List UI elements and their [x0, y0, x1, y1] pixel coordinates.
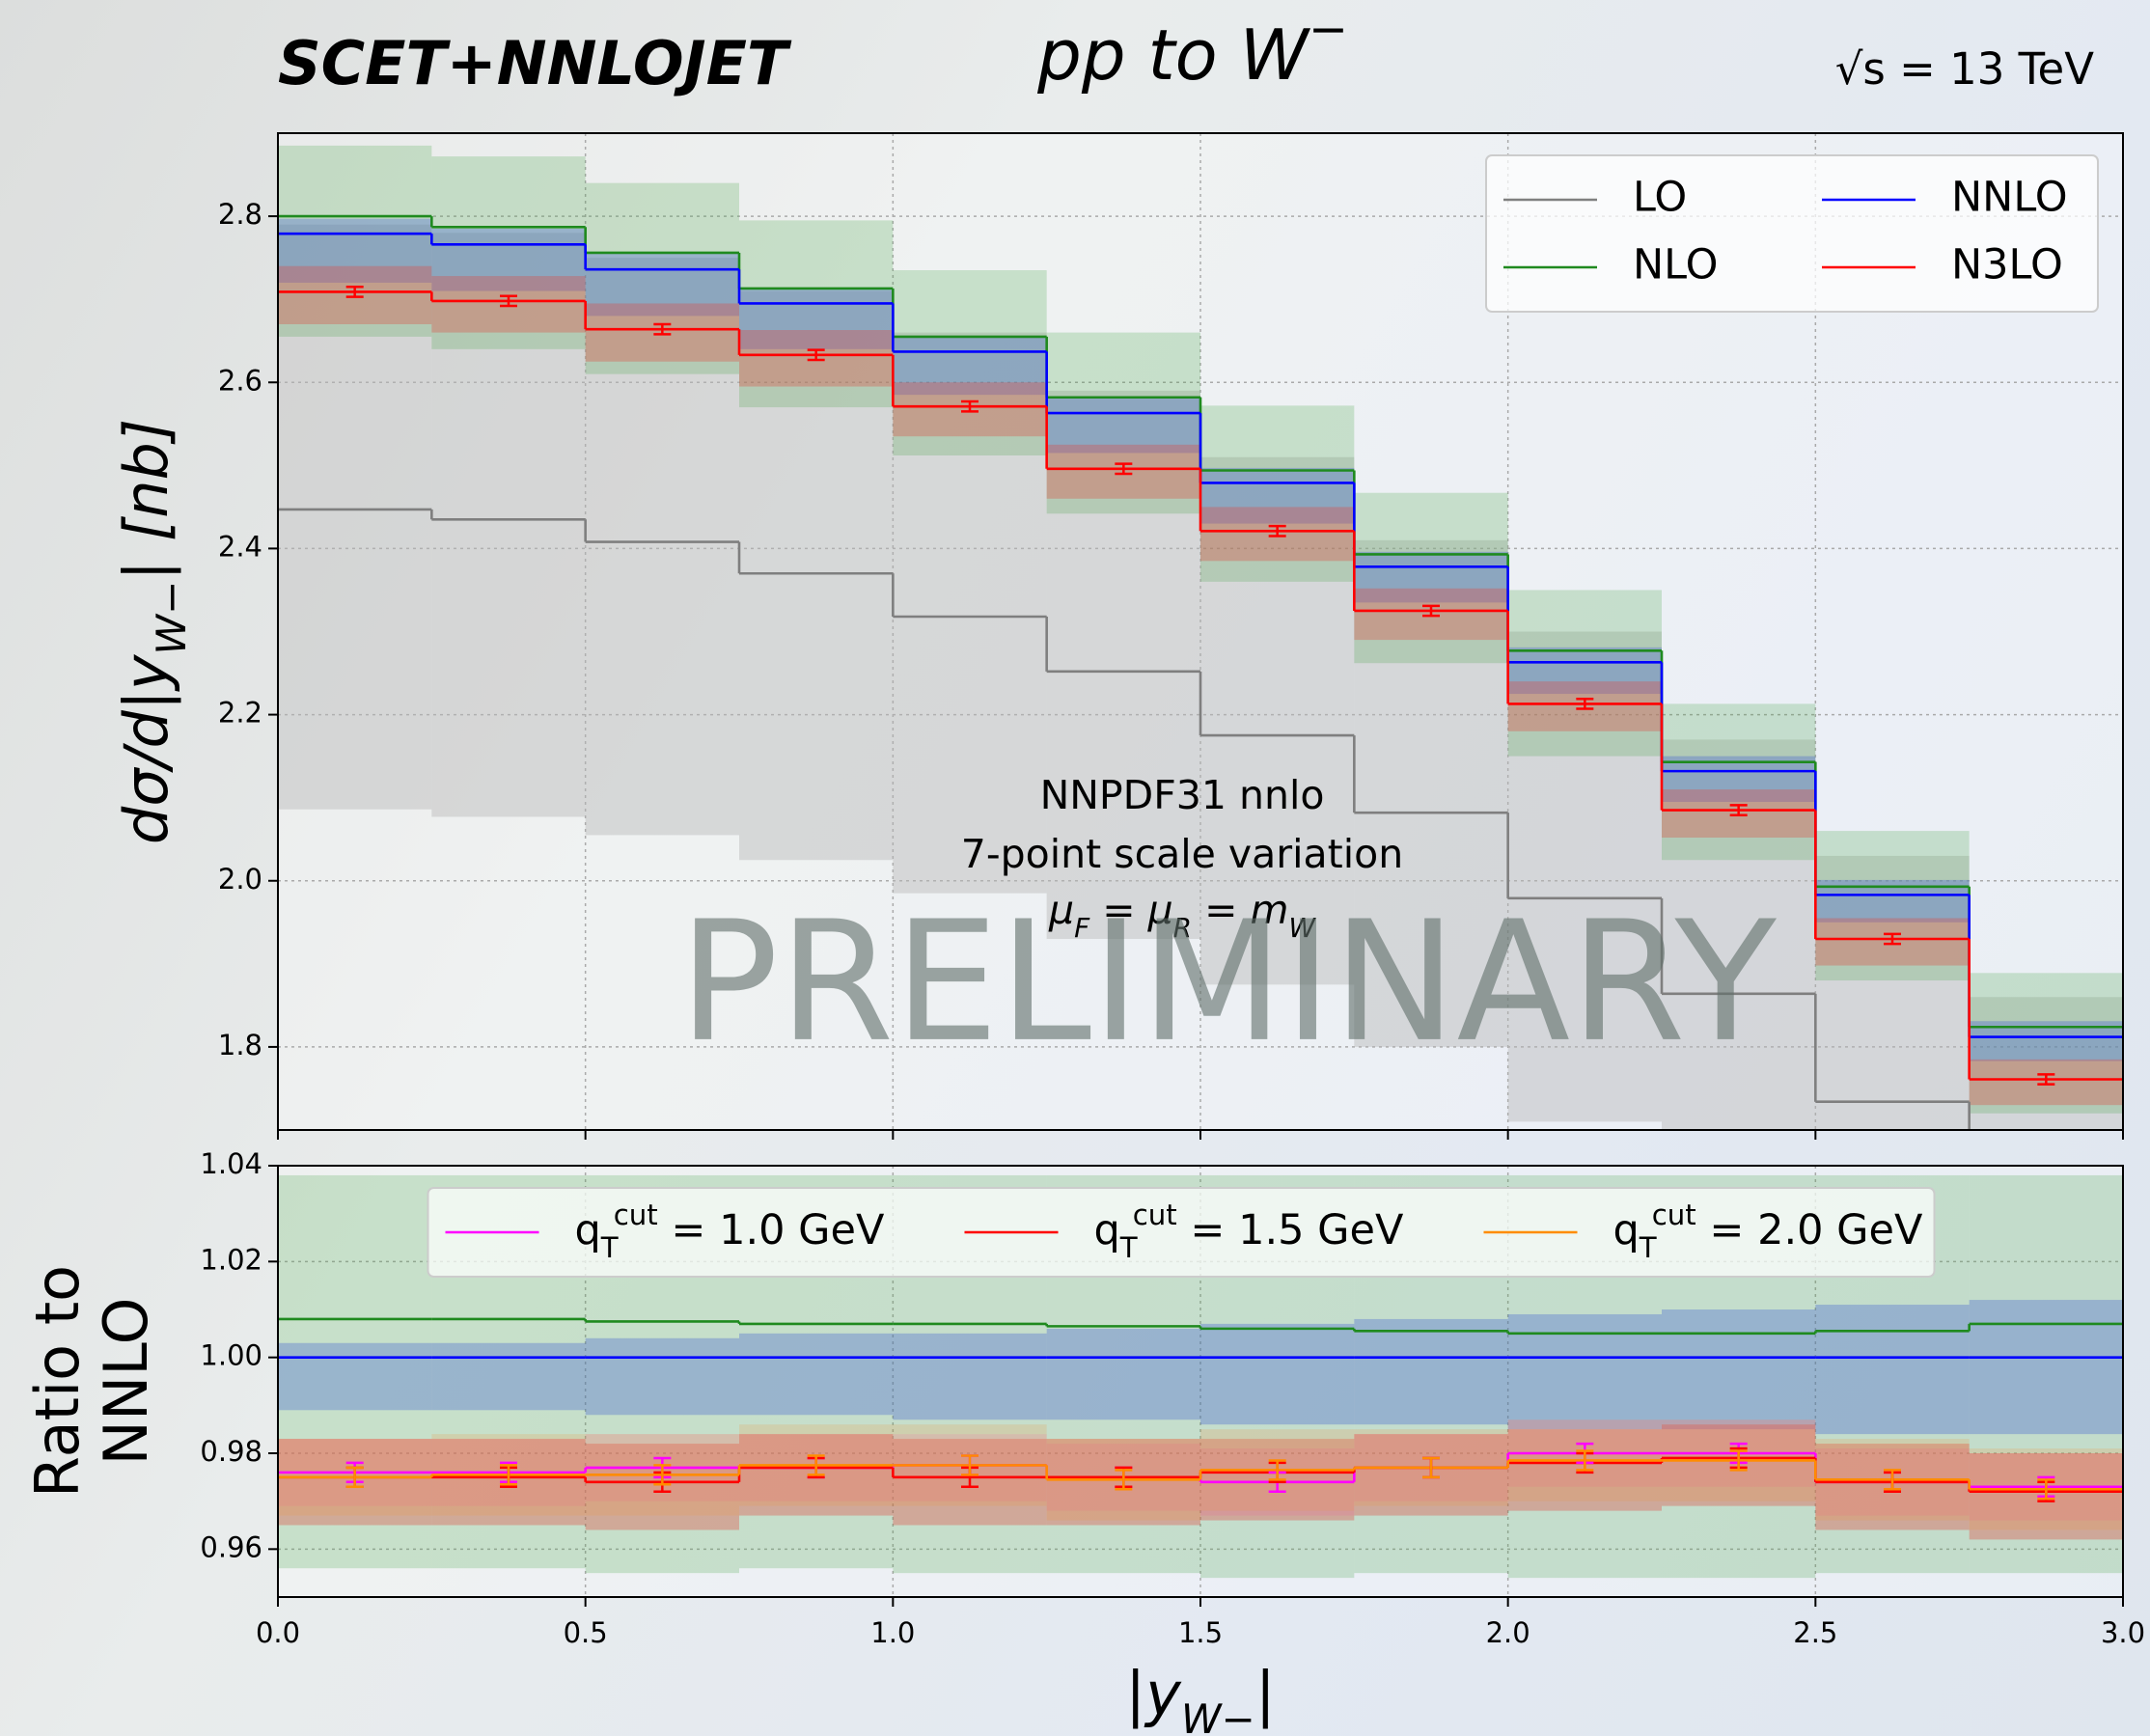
y-tick-label: 0.96: [200, 1530, 262, 1563]
plot-area: [278, 1166, 2123, 1597]
legend-label: NNLO: [1951, 174, 2068, 222]
uncertainty-band: [739, 288, 894, 349]
annotation: μF = μR = mW: [1048, 887, 1316, 944]
x-tick-label: 1.0: [870, 1616, 915, 1649]
uncertainty-band: [1200, 1323, 1355, 1425]
legend-label: NLO: [1633, 241, 1718, 289]
uncertainty-band: [1507, 590, 1662, 757]
uncertainty-band: [1507, 647, 1662, 695]
uncertainty-band: [1815, 1305, 1970, 1435]
legend-label: qTcut = 1.5 GeV: [1094, 1199, 1404, 1264]
uncertainty-band: [1815, 831, 1970, 981]
legend-label: qTcut = 1.0 GeV: [575, 1199, 885, 1264]
uncertainty-band: [1046, 397, 1200, 454]
uncertainty-band: [1354, 492, 1508, 664]
x-tick-label: 1.5: [1178, 1616, 1223, 1649]
uncertainty-band: [739, 220, 894, 408]
y-tick-label: 2.2: [218, 697, 262, 730]
x-tick-label: 3.0: [2101, 1616, 2145, 1649]
uncertainty-band: [278, 1342, 432, 1411]
uncertainty-band: [1354, 1318, 1508, 1425]
uncertainty-band: [739, 290, 894, 861]
y-axis-label: Ratio to: [22, 1265, 93, 1498]
uncertainty-band: [431, 156, 586, 349]
uncertainty-band: [893, 336, 1047, 396]
legend-label: N3LO: [1951, 241, 2063, 289]
uncertainty-band: [1662, 756, 1816, 802]
y-tick-label: 0.98: [200, 1435, 262, 1468]
uncertainty-band: [1200, 456, 1355, 985]
uncertainty-band: [585, 253, 739, 317]
uncertainty-band: [278, 145, 432, 337]
x-tick-label: 2.5: [1793, 1616, 1837, 1649]
uncertainty-band: [278, 218, 432, 283]
uncertainty-band: [1200, 467, 1355, 524]
uncertainty-band: [585, 258, 739, 836]
y-tick-label: 2.0: [218, 863, 262, 896]
legend-box: [427, 1187, 1936, 1278]
y-tick-label: 2.4: [218, 530, 262, 563]
uncertainty-band: [1046, 1328, 1200, 1420]
y-axis-label: dσ/d|yW−| [nb]: [111, 419, 195, 844]
x-tick-label: 0.5: [564, 1616, 608, 1649]
uncertainty-band: [585, 1337, 739, 1416]
x-tick-label: 2.0: [1486, 1616, 1530, 1649]
uncertainty-band: [1200, 405, 1355, 582]
y-tick-label: 1.00: [200, 1339, 262, 1372]
uncertainty-band: [1815, 855, 1970, 1130]
y-tick-label: 1.02: [200, 1243, 262, 1276]
uncertainty-band: [739, 1333, 894, 1416]
uncertainty-band: [1662, 703, 1816, 861]
uncertainty-band: [1354, 539, 1508, 1047]
uncertainty-band: [1046, 332, 1200, 514]
x-axis-label: |yW−|: [1125, 1659, 1276, 1736]
uncertainty-band: [431, 228, 586, 291]
y-axis-label: NNLO: [91, 1298, 161, 1466]
uncertainty-band: [431, 233, 586, 817]
uncertainty-band: [278, 1174, 432, 1569]
uncertainty-band: [1354, 551, 1508, 603]
uncertainty-band: [278, 224, 432, 810]
uncertainty-band: [893, 332, 1047, 894]
uncertainty-band: [1507, 631, 1662, 1122]
y-tick-label: 2.8: [218, 198, 262, 231]
uncertainty-band: [1969, 1174, 2123, 1574]
plot-area: [278, 133, 2123, 1130]
annotation: SCET+NNLOJET: [278, 28, 792, 98]
uncertainty-band: [893, 1333, 1047, 1420]
uncertainty-band: [1662, 1309, 1816, 1430]
y-tick-label: 2.6: [218, 364, 262, 397]
uncertainty-band: [893, 270, 1047, 456]
uncertainty-band: [585, 182, 739, 374]
uncertainty-band: [431, 1342, 586, 1411]
annotation: 7-point scale variation: [961, 831, 1403, 877]
legend-label: LO: [1633, 174, 1687, 222]
y-tick-label: 1.8: [218, 1029, 262, 1061]
uncertainty-band: [1969, 973, 2123, 1114]
x-tick-label: 0.0: [256, 1616, 300, 1649]
uncertainty-band: [1046, 390, 1200, 940]
legend-box: [1485, 154, 2099, 313]
annotation: √s = 13 TeV: [1835, 43, 2095, 95]
chart-title: pp to W−: [1036, 2, 1348, 96]
y-tick-label: 1.04: [200, 1147, 262, 1180]
watermark: PRELIMINARY: [678, 885, 1777, 1079]
uncertainty-band: [1969, 1300, 2123, 1435]
uncertainty-band: [1507, 1313, 1662, 1430]
uncertainty-band: [1969, 997, 2123, 1130]
annotation: NNPDF31 nnlo: [1040, 772, 1325, 818]
